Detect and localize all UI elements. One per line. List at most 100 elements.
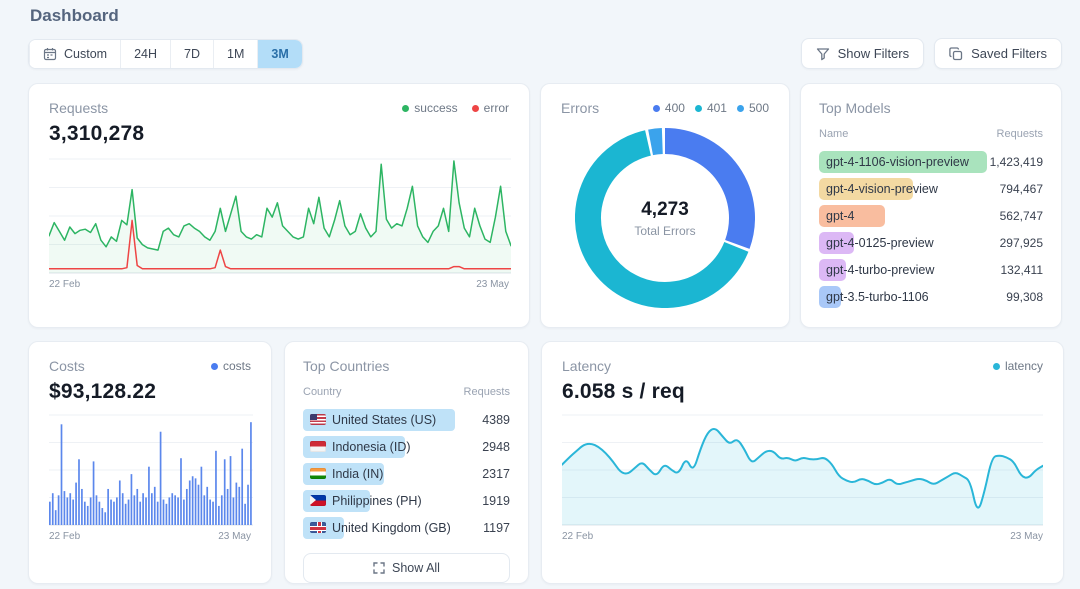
expand-icon [373,562,385,574]
country-name: Philippines (PH) [303,494,422,508]
model-bar [819,231,855,254]
legend-label: error [483,101,509,115]
model-name: gpt-3.5-turbo-1106 [826,289,929,304]
time-range-button[interactable]: Custom [29,39,121,68]
country-row[interactable]: Philippines (PH) 1919 [303,487,510,514]
latency-area-chart[interactable] [562,414,1043,526]
country-name: United Kingdom (GB) [303,521,451,535]
country-requests-value: 4389 [482,412,510,427]
top-models-title: Top Models [819,100,891,116]
legend-item: costs [210,359,251,373]
x-axis-end-label: 23 May [1010,531,1043,542]
model-row[interactable]: gpt-4 562,747 [819,202,1043,229]
legend-label: 400 [664,101,685,115]
legend-dot-icon [652,104,660,112]
country-bar [303,435,405,458]
costs-legend: costs [210,359,251,373]
errors-legend: 400 401 500 [652,101,769,115]
legend-item: 400 [652,101,685,115]
legend-dot-icon [992,362,1000,370]
time-range-button[interactable]: 24H [120,39,171,68]
requests-line-chart[interactable] [49,158,511,274]
country-row[interactable]: India (IN) 2317 [303,460,510,487]
toolbar: Custom 24H 7D 1M [28,38,1062,69]
country-requests-value: 2317 [482,466,510,481]
models-col-requests-header: Requests [996,128,1043,140]
country-flag-icon [310,414,326,425]
show-all-button[interactable]: Show All [303,553,510,583]
top-models-card: Top Models Name Requests gpt-4-1106-visi… [800,83,1062,328]
model-bar [819,204,885,227]
model-name: gpt-4-vision-preview [826,181,938,196]
time-range-label: 3M [271,46,289,61]
country-row[interactable]: United Kingdom (GB) 1197 [303,514,510,541]
country-requests-value: 1919 [482,493,510,508]
latency-legend: latency [992,359,1043,373]
model-row[interactable]: gpt-4-vision-preview 794,467 [819,175,1043,202]
model-bar [819,285,841,308]
costs-total-value: $93,128.22 [49,380,157,403]
model-name: gpt-4-1106-vision-preview [826,154,969,169]
model-bar [819,150,987,173]
model-name: gpt-4 [826,208,855,223]
countries-col-requests-header: Requests [463,386,510,398]
top-row: Requests success error 3,3 [28,83,1062,328]
time-range-button[interactable]: 7D [170,39,213,68]
saved-filters-button[interactable]: Saved Filters [934,38,1062,69]
errors-card: Errors 400 401 [540,83,790,328]
requests-total-value: 3,310,278 [49,122,145,145]
costs-card: Costs costs $93,128.22 22 Feb 23 May [28,341,272,584]
legend-item: latency [992,359,1043,373]
country-row[interactable]: Indonesia (ID) 2948 [303,433,510,460]
legend-label: success [414,101,458,115]
country-requests-value: 2948 [482,439,510,454]
legend-label: costs [222,359,251,373]
top-models-table: gpt-4-1106-vision-preview 1,423,419 gpt-… [819,148,1043,310]
show-filters-button[interactable]: Show Filters [800,38,925,69]
x-axis-end-label: 23 May [476,279,509,290]
errors-donut-chart[interactable]: 4,273 Total Errors [575,128,755,308]
model-name: gpt-4-turbo-preview [826,262,935,277]
costs-bar-chart[interactable] [49,414,253,526]
legend-label: latency [1004,359,1043,373]
latency-card-title: Latency [562,358,612,374]
model-row[interactable]: gpt-4-0125-preview 297,925 [819,229,1043,256]
x-axis-start-label: 22 Feb [49,531,81,542]
requests-card-title: Requests [49,100,109,116]
legend-item: success [402,101,458,115]
country-name: United States (US) [303,413,436,427]
legend-dot-icon [471,104,479,112]
model-requests-value: 562,747 [999,208,1043,223]
legend-item: 500 [736,101,769,115]
filter-buttons: Show Filters Saved Filters [800,38,1062,69]
latency-card: Latency latency 6.058 s / req 22 Feb 23 … [541,341,1064,584]
time-range-button[interactable]: 3M [257,39,302,68]
top-countries-card: Top Countries Country Requests United St… [284,341,529,584]
legend-label: 500 [748,101,769,115]
time-range-label: 7D [184,46,200,61]
legend-dot-icon [210,362,218,370]
country-row[interactable]: United States (US) 4389 [303,406,510,433]
model-row[interactable]: gpt-4-1106-vision-preview 1,423,419 [819,148,1043,175]
country-flag-icon [310,522,326,533]
model-row[interactable]: gpt-3.5-turbo-1106 99,308 [819,283,1043,310]
legend-dot-icon [694,104,702,112]
models-col-name-header: Name [819,128,849,140]
calendar-icon [43,47,57,61]
country-flag-icon [310,495,326,506]
time-range-button[interactable]: 1M [213,39,258,68]
saved-filters-label: Saved Filters [971,46,1047,61]
model-requests-value: 132,411 [1000,262,1044,277]
model-requests-value: 1,423,419 [989,154,1043,169]
latency-value: 6.058 s / req [562,380,685,403]
legend-item: error [471,101,509,115]
model-row[interactable]: gpt-4-turbo-preview 132,411 [819,256,1043,283]
model-requests-value: 794,467 [999,181,1043,196]
show-all-label: Show All [392,561,440,575]
country-name: India (IN) [303,467,383,481]
legend-item: 401 [694,101,727,115]
x-axis-start-label: 22 Feb [562,531,594,542]
legend-dot-icon [736,104,744,112]
top-countries-title: Top Countries [303,358,390,374]
time-range-label: 24H [134,46,158,61]
